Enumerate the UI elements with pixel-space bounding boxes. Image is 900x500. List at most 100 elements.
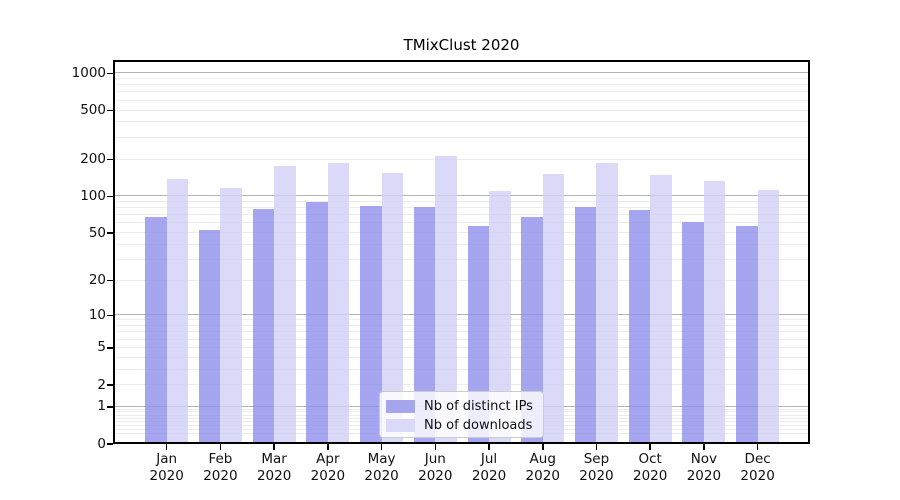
x-tick-label-oct: Oct 2020 — [632, 451, 668, 484]
bar-distinct-ips-aug — [521, 216, 543, 443]
x-tick — [380, 444, 383, 450]
bar-distinct-ips-jan — [145, 217, 167, 443]
gridline-minor — [114, 201, 809, 203]
x-tick-label-sep: Sep 2020 — [579, 451, 614, 484]
gridline-minor — [114, 325, 809, 327]
gridline-minor — [114, 384, 809, 386]
plot-area — [113, 60, 810, 444]
x-tick-label-mar: Mar 2020 — [256, 451, 292, 484]
y-tick-label: 10 — [88, 306, 106, 323]
bar-distinct-ips-dec — [736, 226, 758, 443]
y-tick — [107, 443, 113, 445]
gridline-minor — [114, 319, 809, 321]
gridline-minor — [114, 356, 809, 358]
x-tick — [327, 444, 329, 450]
y-tick — [107, 232, 113, 234]
bar-distinct-ips-jul — [467, 226, 490, 443]
bar-distinct-ips-nov — [682, 221, 704, 443]
legend-label-distinct-ips: Nb of distinct IPs — [424, 399, 533, 414]
x-tick-label-aug: Aug 2020 — [525, 451, 560, 484]
gridline-minor — [114, 243, 809, 245]
y-tick-label: 5 — [97, 339, 106, 356]
legend-row-distinct-ips: Nb of distinct IPs — [386, 397, 535, 416]
gridline-minor — [114, 158, 809, 160]
legend-row-downloads: Nb of downloads — [386, 416, 535, 435]
x-tick — [649, 444, 651, 450]
legend-swatch-downloads — [386, 419, 415, 432]
gridline-minor — [114, 109, 809, 111]
x-tick-label-dec: Dec 2020 — [740, 451, 775, 484]
gridline-minor — [114, 331, 809, 333]
y-tick — [107, 406, 113, 408]
bar-downloads-feb — [220, 187, 242, 443]
gridline-minor — [114, 84, 809, 86]
chart-title: TMixClust 2020 — [403, 36, 520, 54]
gridline-minor — [114, 214, 809, 216]
y-tick-label: 50 — [88, 224, 106, 241]
x-tick — [434, 444, 437, 450]
gridline-minor — [114, 222, 809, 224]
x-tick — [756, 444, 759, 450]
x-tick-label-feb: Feb 2020 — [203, 451, 238, 484]
y-tick-label: 100 — [80, 187, 106, 204]
bar-downloads-sep — [596, 162, 618, 443]
gridline-minor — [114, 91, 809, 93]
y-tick — [107, 347, 113, 349]
gridline-minor — [114, 279, 809, 281]
x-tick — [595, 444, 598, 450]
x-tick-label-may: May 2020 — [364, 451, 399, 484]
bar-downloads-jan — [166, 178, 189, 443]
axis-spine-top — [113, 60, 810, 62]
gridline-minor — [114, 78, 809, 80]
gridline-major — [114, 314, 809, 316]
bar-distinct-ips-apr — [306, 201, 328, 443]
y-tick-label: 1 — [97, 398, 106, 415]
bar-distinct-ips-sep — [574, 206, 597, 443]
bar-distinct-ips-feb — [198, 230, 221, 443]
bar-distinct-ips-may — [360, 205, 382, 443]
gridline-minor — [114, 258, 809, 260]
bar-downloads-aug — [542, 173, 565, 443]
bar-downloads-oct — [650, 175, 672, 443]
bar-distinct-ips-jun — [413, 207, 436, 443]
x-tick — [219, 444, 222, 450]
y-tick-label: 1000 — [71, 64, 106, 81]
y-tick — [107, 72, 113, 75]
x-tick-label-jul: Jul 2020 — [471, 451, 507, 484]
legend-swatch-distinct-ips — [386, 400, 415, 413]
y-tick-label: 20 — [88, 272, 106, 289]
x-tick — [273, 444, 275, 450]
legend-label-downloads: Nb of downloads — [424, 418, 533, 433]
x-tick — [488, 444, 490, 450]
bar-downloads-may — [381, 172, 404, 443]
gridline-major — [114, 195, 809, 197]
y-tick — [107, 314, 113, 317]
y-tick — [107, 384, 113, 386]
y-tick — [107, 158, 113, 161]
bar-downloads-nov — [703, 181, 726, 443]
y-tick-label: 2 — [97, 376, 106, 393]
bar-downloads-jul — [489, 190, 511, 443]
gridline-minor — [114, 338, 809, 340]
y-tick-label: 500 — [80, 101, 106, 118]
gridline-minor — [114, 207, 809, 209]
x-tick — [165, 444, 168, 450]
bar-downloads-mar — [274, 166, 296, 443]
y-tick — [107, 109, 113, 112]
x-tick — [541, 444, 544, 450]
axis-spine-left — [113, 60, 115, 444]
bar-distinct-ips-mar — [252, 209, 275, 443]
axis-spine-right — [808, 60, 810, 444]
y-tick — [107, 279, 113, 282]
gridline-minor — [114, 232, 809, 234]
gridline-minor — [114, 368, 809, 370]
x-tick-label-apr: Apr 2020 — [310, 451, 346, 484]
y-tick — [107, 195, 113, 198]
x-tick-label-jun: Jun 2020 — [418, 451, 453, 484]
legend: Nb of distinct IPs Nb of downloads — [379, 391, 544, 438]
bar-distinct-ips-oct — [628, 209, 651, 443]
y-tick-label: 200 — [80, 150, 106, 167]
bar-downloads-apr — [327, 162, 350, 443]
x-tick-label-jan: Jan 2020 — [149, 451, 184, 484]
